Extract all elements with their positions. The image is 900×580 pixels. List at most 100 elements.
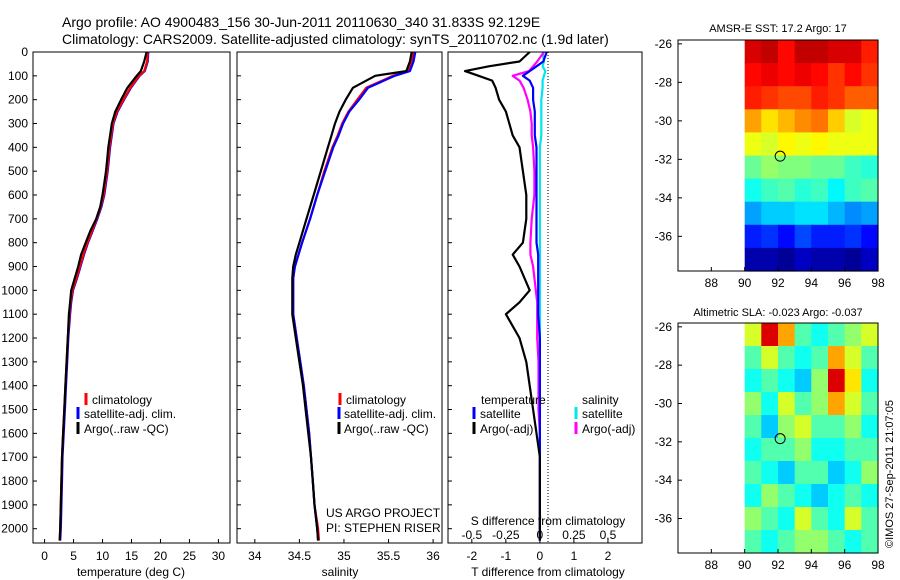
heatmap-cell xyxy=(811,201,829,226)
series-line-t-argo-adj- xyxy=(463,51,542,541)
heatmap-cell xyxy=(828,178,846,203)
x-tick-label: 5 xyxy=(70,549,77,563)
copyright-glyph: © xyxy=(884,540,896,548)
heatmap-cell xyxy=(861,323,879,347)
heatmap-cell xyxy=(828,484,846,508)
heatmap-cell xyxy=(828,415,846,439)
figure-title-line2: Climatology: CARS2009. Satellite-adjuste… xyxy=(62,31,609,47)
heatmap-cell xyxy=(811,224,829,249)
heatmap-cell xyxy=(794,369,812,393)
heatmap-cell xyxy=(844,369,862,393)
heatmap-cell xyxy=(794,438,812,462)
heatmap-cell xyxy=(761,484,779,508)
depth-tick-label: 200 xyxy=(8,93,28,107)
heatmap-cell xyxy=(744,109,762,133)
top-tick-label: -0.5 xyxy=(461,528,482,542)
heatmap-cell xyxy=(778,178,796,203)
heatmap-cell xyxy=(761,507,779,531)
heatmap-cell xyxy=(811,369,829,393)
heatmap-cell xyxy=(828,369,846,393)
heatmap-cell xyxy=(811,63,829,87)
lat-tick-label: -26 xyxy=(655,320,673,334)
lat-tick-label: -32 xyxy=(655,435,673,449)
top-tick-label: 0.25 xyxy=(562,528,586,542)
depth-tick-label: 1400 xyxy=(1,379,28,393)
heatmap-cell xyxy=(778,247,796,272)
heatmap-cell xyxy=(811,40,829,64)
x-tick-label: 35.5 xyxy=(377,549,401,563)
depth-tick-label: 1700 xyxy=(1,450,28,464)
depth-tick-label: 1600 xyxy=(1,426,28,440)
heatmap-cell xyxy=(811,415,829,439)
depth-tick-label: 900 xyxy=(8,260,28,274)
heatmap-cell xyxy=(778,415,796,439)
heatmap-cell xyxy=(811,484,829,508)
heatmap-cell xyxy=(761,109,779,133)
heatmap-cell xyxy=(778,323,796,347)
x-tick-label: 15 xyxy=(125,549,139,563)
difference-top-label: S difference from climatology xyxy=(471,514,626,528)
salinity-xlabel: salinity xyxy=(322,565,359,579)
heatmap-cell xyxy=(861,109,879,133)
salinity-legend: climatology satellite-adj. clim. Argo(..… xyxy=(337,393,436,436)
credit-text: IMOS 27-Sep-2011 21:07:05 xyxy=(884,400,896,540)
difference-panel: -2 -1 0 1 2-0.5 -0.25 0 0.25 0.5 S difference fr… xyxy=(447,51,643,579)
heatmap-cell xyxy=(761,178,779,203)
heatmap-cell xyxy=(778,392,796,416)
lon-tick-label: 98 xyxy=(871,558,885,572)
top-tick-label: -0.25 xyxy=(492,528,520,542)
x-tick-label: 10 xyxy=(96,549,110,563)
heatmap-cell xyxy=(761,346,779,370)
heatmap-cell xyxy=(844,507,862,531)
heatmap-cell xyxy=(828,63,846,87)
legend-label-t-argo: Argo(-adj) xyxy=(480,422,533,436)
heatmap-cell xyxy=(811,507,829,531)
heatmap-cell xyxy=(794,201,812,226)
legend-label-argo: Argo(..raw -QC) xyxy=(84,422,169,436)
heatmap-cell xyxy=(794,63,812,87)
heatmap-cell xyxy=(761,392,779,416)
pi-label: PI: STEPHEN RISER xyxy=(326,521,441,535)
sla-map-ticks: 88 90 92 94 96 98 -26 -28 -30 -32 -34 -36 xyxy=(655,320,885,572)
heatmap-cell xyxy=(778,530,796,554)
sst-argo-position-marker xyxy=(774,150,786,162)
depth-tick-label: 1500 xyxy=(1,403,28,417)
heatmap-cell xyxy=(844,323,862,347)
heatmap-cell xyxy=(811,132,829,157)
heatmap-cell xyxy=(861,86,879,110)
legend-label-s-argo: Argo(-adj) xyxy=(582,422,635,436)
heatmap-cell xyxy=(761,40,779,64)
heatmap-cell xyxy=(744,346,762,370)
x-tick-label: 30 xyxy=(212,549,226,563)
lat-tick-label: -34 xyxy=(655,191,673,205)
depth-tick-label: 500 xyxy=(8,164,28,178)
x-tick-label: 0 xyxy=(41,549,48,563)
heatmap-cell xyxy=(828,109,846,133)
lon-tick-label: 94 xyxy=(805,558,819,572)
series-line-satellite-adj-clim- xyxy=(59,51,150,541)
lon-tick-label: 88 xyxy=(705,276,719,290)
heatmap-cell xyxy=(778,507,796,531)
depth-tick-label: 1200 xyxy=(1,331,28,345)
heatmap-cell xyxy=(844,201,862,226)
legend-label-satellite: satellite-adj. clim. xyxy=(84,407,176,421)
depth-tick-label: 400 xyxy=(8,140,28,154)
heatmap-cell xyxy=(794,323,812,347)
heatmap-cell xyxy=(811,109,829,133)
heatmap-cell xyxy=(744,86,762,110)
heatmap-cell xyxy=(744,224,762,249)
heatmap-cell xyxy=(828,346,846,370)
imos-credit: ©IMOS 27-Sep-2011 21:07:05 xyxy=(884,400,896,548)
heatmap-cell xyxy=(778,438,796,462)
heatmap-cell xyxy=(794,346,812,370)
temperature-xlabel: temperature (deg C) xyxy=(77,565,185,579)
heatmap-cell xyxy=(778,369,796,393)
lat-tick-label: -34 xyxy=(655,473,673,487)
heatmap-cell xyxy=(761,201,779,226)
heatmap-cell xyxy=(761,63,779,87)
legend-label-argo: Argo(..raw -QC) xyxy=(344,422,429,436)
heatmap-cell xyxy=(828,530,846,554)
heatmap-cell xyxy=(811,178,829,203)
heatmap-cell xyxy=(861,201,879,226)
heatmap-cell xyxy=(744,323,762,347)
